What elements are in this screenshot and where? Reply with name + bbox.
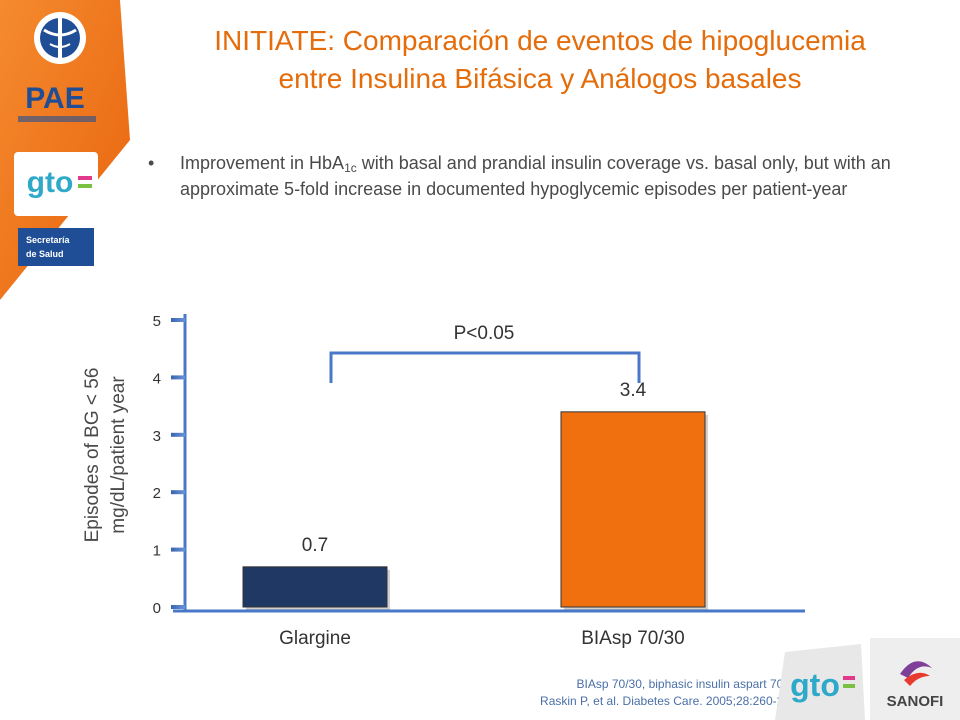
sidebar-branding: PAE gto Secretaría de Salud [0,0,130,300]
y-tick-mark [171,318,185,322]
bullet-text-pre: Improvement in HbA [180,153,345,173]
y-tick-label: 2 [153,485,161,502]
significance-bracket [329,351,641,383]
sanofi-bird-icon [900,661,932,686]
title-line-1: INITIATE: Comparación de eventos de hipo… [214,25,866,56]
bar-data-label: 0.7 [302,535,328,556]
y-tick-label: 0 [153,600,161,617]
sanofi-logo-text: SANOFI [887,693,944,710]
pae-logo-text: PAE [25,82,84,115]
bullet-text: Improvement in HbA1c with basal and pran… [180,150,908,202]
gto-logo-panel [14,152,98,216]
bullet-text-post: with basal and prandial insulin coverage… [180,153,891,199]
y-tick-mark [171,490,185,495]
sidebar-orange-panel [0,0,130,300]
bar-0 [242,566,388,608]
gto-footer-logo: gto [775,644,865,720]
y-tick-label: 1 [153,543,161,560]
y-tick-label: 4 [153,370,161,387]
bullet-symbol: • [148,153,155,173]
y-tick-mark [171,547,185,552]
y-tick-mark [171,605,185,609]
secretaria-badge [18,228,94,266]
x-category-label: BIAsp 70/30 [581,628,685,649]
gto-footer-logo-text: gto [790,667,840,703]
sidebar-graphic: PAE gto Secretaría de Salud [0,0,130,300]
sanofi-logo: SANOFI [870,638,960,720]
y-tick-label: 5 [153,313,161,330]
secretaria-line2: de Salud [26,249,64,259]
y-tick-label: 3 [153,428,161,445]
secretaria-line1: Secretaría [26,235,71,245]
footnote: BIAsp 70/30, biphasic insulin aspart 70/… [500,676,800,710]
significance-annotation: P<0.05 [454,323,515,344]
bar-chart: 0 1 2 3 4 5 0.7 Glargine 3.4 BIAsp 70/30 P<0.05 [153,313,805,649]
slide-title: INITIATE: Comparación de eventos de hipo… [140,22,940,98]
title-line-2: entre Insulina Bifásica y Análogos basal… [278,63,802,94]
bullet-point: • Improvement in HbA1c with basal and pr… [148,150,908,202]
y-tick-mark [171,375,185,380]
bullet-text-sub: 1c [344,161,357,175]
x-category-label: Glargine [279,628,351,649]
footnote-line-2: Raskin P, et al. Diabetes Care. 2005;28:… [540,694,800,708]
chart-plot-area: 0 1 2 3 4 5 0.7 Glargine 3.4 BIAsp 70/30 P<0.05 [153,313,805,649]
footnote-line-1: BIAsp 70/30, biphasic insulin aspart 70/… [576,677,800,691]
gto-logo-text: gto [27,166,74,199]
bar-1 [560,411,706,608]
caduceus-icon [34,12,86,64]
bar-data-label: 3.4 [620,380,647,401]
y-tick-mark [171,432,185,437]
